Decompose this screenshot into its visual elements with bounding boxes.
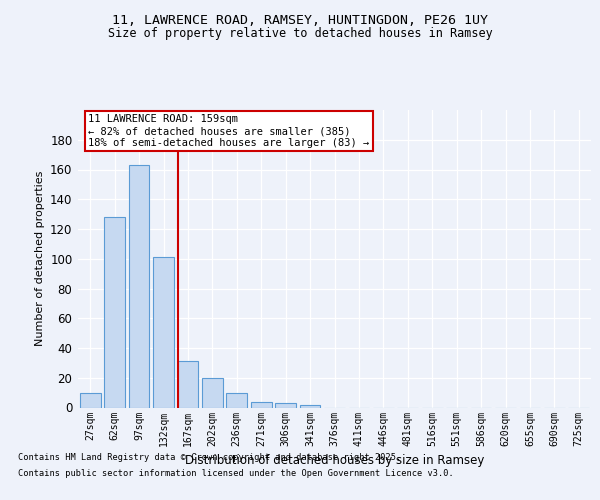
Bar [299,404,320,407]
Text: Contains public sector information licensed under the Open Government Licence v3: Contains public sector information licen… [18,468,454,477]
Y-axis label: Number of detached properties: Number of detached properties [35,171,44,346]
Bar [202,378,223,408]
X-axis label: Distribution of detached houses by size in Ramsey: Distribution of detached houses by size … [185,454,484,467]
Text: Contains HM Land Registry data © Crown copyright and database right 2025.: Contains HM Land Registry data © Crown c… [18,454,401,462]
Bar [128,165,149,408]
Bar [251,402,272,407]
Bar [153,258,174,408]
Bar [80,392,101,407]
Bar [275,403,296,407]
Text: 11, LAWRENCE ROAD, RAMSEY, HUNTINGDON, PE26 1UY: 11, LAWRENCE ROAD, RAMSEY, HUNTINGDON, P… [112,14,488,27]
Bar [104,217,125,408]
Text: 11 LAWRENCE ROAD: 159sqm
← 82% of detached houses are smaller (385)
18% of semi-: 11 LAWRENCE ROAD: 159sqm ← 82% of detach… [88,114,370,148]
Bar [178,362,199,408]
Bar [226,392,247,407]
Text: Size of property relative to detached houses in Ramsey: Size of property relative to detached ho… [107,26,493,40]
